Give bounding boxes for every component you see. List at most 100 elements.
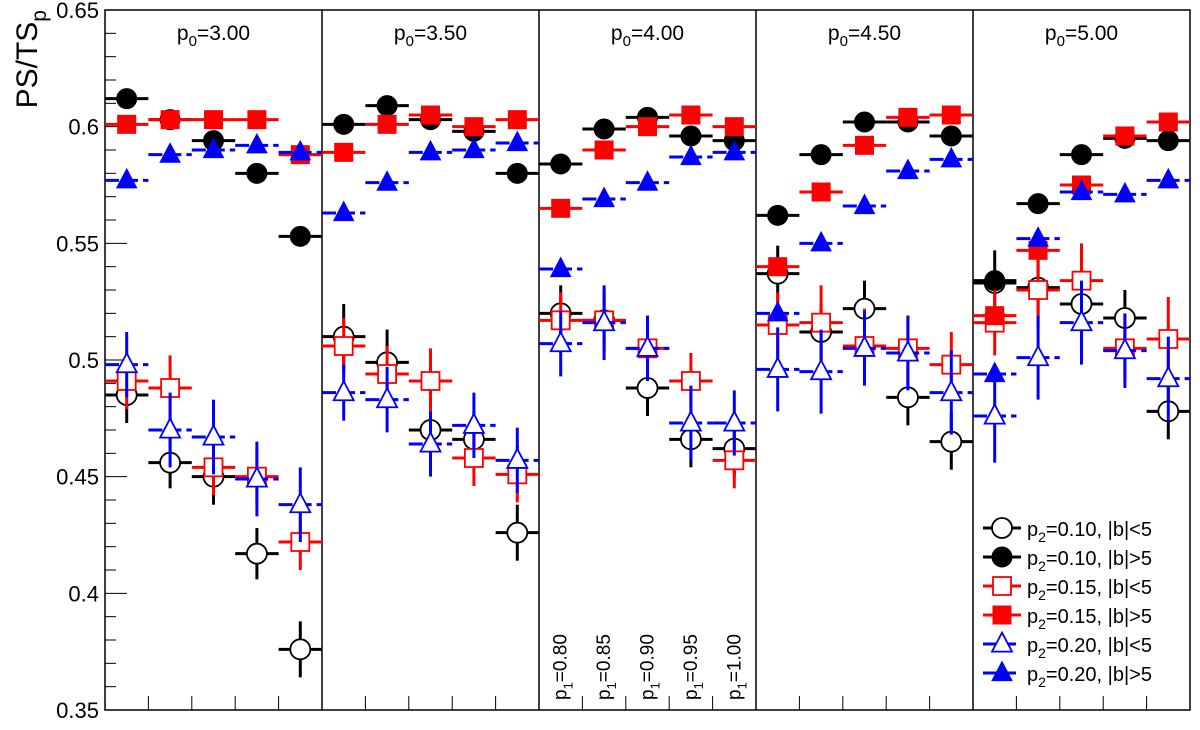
data-point (159, 142, 181, 163)
panel-title-1: p0=3.00 (177, 22, 250, 50)
data-point (506, 521, 529, 544)
legend-label-s1-sub: 2 (1038, 529, 1046, 545)
data-point (507, 110, 527, 130)
data-point (160, 110, 180, 130)
legend-label-s4-sub: 2 (1038, 616, 1046, 632)
series-s5 (105, 280, 1190, 542)
data-point (334, 142, 354, 162)
data-point (1071, 144, 1092, 166)
data-point (377, 114, 397, 134)
p1-label-1-text: =0.80 (551, 634, 572, 682)
p1-label-3-text: =0.90 (638, 634, 659, 682)
y-tick-label: 0.4 (68, 581, 99, 606)
p1-label-2: p1=0.85 (594, 634, 619, 700)
data-point (247, 110, 267, 130)
panel-title-1-text: =3.00 (197, 22, 250, 45)
p1-label-1: p1=0.80 (551, 634, 576, 700)
p1-label-1-prefix: p (551, 689, 572, 700)
panel-title-5-prefix: p (1045, 22, 1057, 45)
panel-title-4-text: =4.50 (848, 22, 901, 45)
legend-label-s6-text: =0.20, |b|>5 (1046, 664, 1152, 686)
series-s4 (105, 105, 1190, 326)
legend-label-s5: p2=0.20, |b|<5 (1027, 635, 1152, 661)
legend-entry-s3: p2=0.15, |b|<5 (983, 576, 1152, 603)
panel-title-4-prefix: p (828, 22, 840, 45)
data-point (593, 186, 615, 208)
data-point (680, 144, 702, 166)
data-point (1026, 344, 1050, 367)
y-tick-label: 0.65 (56, 0, 99, 23)
p1-label-2-sub: 1 (604, 682, 619, 689)
legend-label-s6-prefix: p (1027, 664, 1038, 686)
legend-marker (991, 546, 1013, 568)
y-tick-label: 0.35 (56, 698, 99, 723)
p1-label-4-prefix: p (681, 689, 702, 700)
data-point (506, 162, 528, 184)
p1-label-5-text: =1.00 (724, 634, 745, 682)
data-point (246, 132, 268, 154)
data-point (985, 306, 1005, 326)
data-point (983, 402, 1007, 425)
legend-marker (992, 605, 1012, 625)
data-point (767, 204, 789, 226)
data-point (332, 379, 356, 402)
p1-label-5-prefix: p (724, 689, 745, 700)
data-point (462, 412, 486, 434)
data-point (204, 110, 223, 130)
data-point (593, 118, 615, 140)
data-point (463, 137, 485, 159)
legend-marker (991, 517, 1013, 539)
data-point (550, 153, 572, 175)
panel-title-4: p0=4.50 (828, 22, 901, 50)
data-point (636, 170, 659, 191)
panel-title-3-prefix: p (611, 22, 623, 45)
legend-marker (992, 576, 1012, 596)
legend-label-s2-sub: 2 (1038, 558, 1046, 574)
legend-label-s5-text: =0.20, |b|<5 (1046, 635, 1152, 657)
data-point (855, 135, 874, 155)
data-point (1115, 126, 1135, 146)
p1-label-3-prefix: p (638, 689, 659, 700)
legend-label-s5-prefix: p (1027, 635, 1038, 657)
data-point (853, 193, 876, 215)
data-point (592, 309, 616, 332)
data-point (810, 230, 832, 252)
legend-entry-s2: p2=0.10, |b|>5 (983, 546, 1152, 574)
data-point (202, 137, 225, 159)
series-group (105, 88, 1190, 678)
legend-label-s2: p2=0.10, |b|>5 (1027, 548, 1152, 574)
legend-label-s4-text: =0.15, |b|>5 (1046, 606, 1152, 628)
legend-group: p2=0.10, |b|<5p2=0.10, |b|>5p2=0.15, |b|… (983, 517, 1152, 690)
data-point (420, 371, 441, 391)
data-point (506, 130, 529, 152)
legend-label-s2-text: =0.10, |b|>5 (1046, 548, 1152, 570)
data-point (333, 336, 354, 356)
data-point (766, 356, 790, 378)
data-point (636, 335, 659, 357)
data-point (245, 465, 269, 488)
panel-title-1-prefix: p (177, 22, 189, 45)
data-point (117, 114, 137, 134)
legend-label-s2-prefix: p (1027, 548, 1038, 570)
data-point (940, 125, 962, 147)
data-point (724, 117, 744, 137)
y-axis-label-sub: p (28, 10, 51, 22)
legend-label-s6-sub: 2 (1038, 674, 1046, 690)
y-tick-label: 0.5 (68, 348, 99, 373)
legend-entry-s4: p2=0.15, |b|>5 (983, 605, 1152, 632)
data-point (115, 167, 138, 189)
data-point (679, 409, 703, 432)
data-point (1156, 365, 1180, 388)
panel-title-4-sub: 0 (840, 33, 848, 50)
data-point (594, 140, 614, 160)
p1-label-3-sub: 1 (648, 682, 663, 689)
legend-marker (990, 630, 1014, 653)
data-point (853, 335, 876, 357)
legend-label-s4: p2=0.15, |b|>5 (1027, 606, 1152, 632)
panel-title-3-sub: 0 (623, 33, 631, 50)
series-s3 (105, 243, 1190, 570)
panel-title-2-sub: 0 (406, 33, 414, 50)
